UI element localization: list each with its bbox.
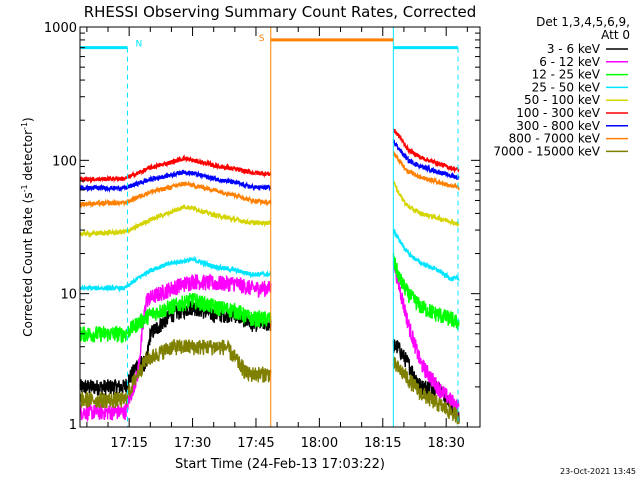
x-axis-label: Start Time (24-Feb-13 17:03:22) [175, 457, 385, 472]
series-line [79, 229, 460, 293]
y-axis-label-tail: detector [21, 130, 35, 185]
legend-entry-label: 100 - 300 keV [516, 106, 600, 120]
tick-layer: 1 10 100 1000 17:15 17:30 17:45 18:00 18:15 18:30 [44, 21, 480, 451]
x-tick-label: 18:00 [301, 436, 338, 451]
y-tick-label: 1 [69, 418, 77, 433]
night-label: N [135, 40, 142, 50]
plot-frame [79, 26, 481, 428]
saa-label: S [259, 34, 265, 44]
x-tick-label: 17:45 [237, 436, 274, 451]
legend-entry-label: 7000 - 15000 keV [493, 144, 600, 158]
footer-timestamp: 23-Oct-2021 13:45 [560, 467, 636, 476]
x-tick-label: 17:30 [174, 436, 211, 451]
legend-header-line1: Det 1,3,4,5,6,9, [536, 15, 630, 29]
series-line [79, 338, 460, 425]
y-tick-label: 100 [52, 154, 77, 169]
y-axis-label-sup2: -1 [20, 122, 29, 130]
series-line [79, 150, 460, 209]
series-line [79, 128, 460, 184]
legend-header-line2: Att 0 [601, 28, 630, 42]
series-line [79, 252, 460, 344]
legend-entry-label: 25 - 50 keV [532, 80, 601, 94]
x-tick-label: 18:30 [427, 436, 464, 451]
y-tick-label: 1000 [44, 21, 77, 36]
y-axis-label: Corrected Count Rate (s-1 detector-1) [20, 117, 35, 336]
y-tick-label: 10 [60, 288, 77, 303]
chart-title: RHESSI Observing Summary Count Rates, Co… [84, 3, 477, 21]
y-axis-label-main: Corrected Count Rate (s [21, 192, 35, 336]
series-line [79, 139, 460, 193]
overlay-layer: NS [80, 27, 459, 427]
legend-entry-label: 300 - 800 keV [516, 119, 600, 133]
x-tick-label: 17:15 [110, 436, 147, 451]
series-line [79, 261, 460, 423]
legend-entry-label: 12 - 25 keV [532, 68, 601, 82]
series-layer [79, 128, 460, 425]
x-tick-label: 18:15 [364, 436, 401, 451]
y-axis-label-end: ) [21, 117, 35, 122]
legend-entry-label: 6 - 12 keV [539, 55, 601, 69]
legend-entry-label: 3 - 6 keV [547, 42, 601, 56]
legend-entry-label: 50 - 100 keV [524, 93, 601, 107]
y-axis-label-sup: -1 [20, 184, 29, 192]
legend-entry-label: 800 - 7000 keV [509, 132, 601, 146]
series-line [79, 180, 460, 238]
